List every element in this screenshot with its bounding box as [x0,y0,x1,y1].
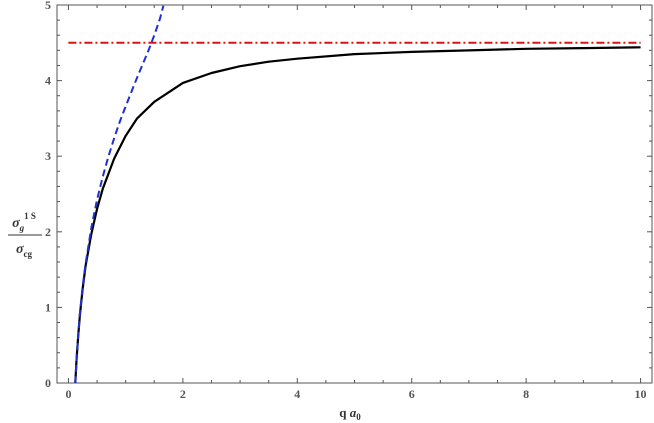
series-layer [68,5,641,384]
y-tick-label: 1 [45,300,51,314]
y-tick-label: 4 [45,74,51,88]
x-tick-label: 10 [635,387,647,401]
x-axis-label: q a0 [339,405,361,422]
y-tick-label: 5 [45,0,51,12]
x-tick-label: 6 [409,387,415,401]
x-tick-label: 4 [294,387,300,401]
series-line-1 [74,46,641,384]
y-axis-label: σg1 S σcg [8,211,42,259]
y-tick-label: 2 [45,225,51,239]
y-tick-label: 0 [45,376,51,390]
svg-text:σg1 S: σg1 S [12,211,36,233]
x-tick-label: 8 [523,387,529,401]
svg-text:σcg: σcg [16,242,33,259]
plot-frame [56,4,653,384]
ticks-layer: 0 2 4 6 8 10 0 1 2 3 4 5 [45,0,652,401]
y-tick-label: 3 [45,149,51,163]
x-tick-label: 2 [180,387,186,401]
series-line-2 [74,5,165,384]
x-tick-label: 0 [65,387,71,401]
plot-border [56,4,653,384]
